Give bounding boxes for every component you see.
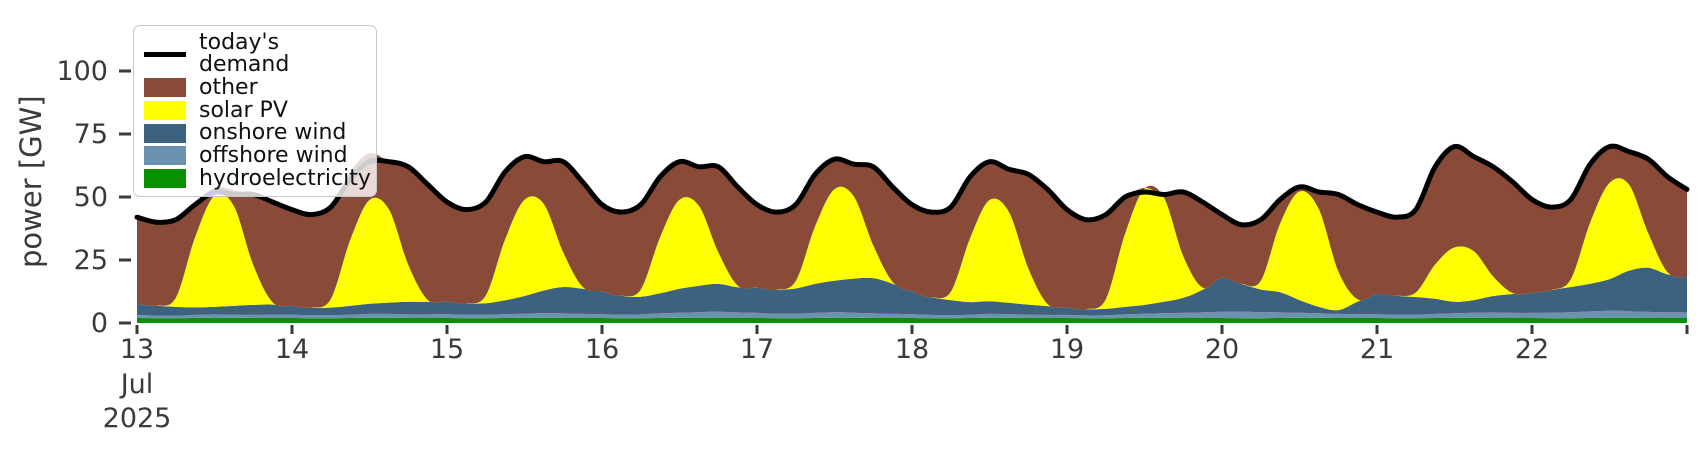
y-axis-label: power [GW] [14,95,48,268]
x-tick-label: 22 [1515,334,1549,365]
legend-label: onshore wind [199,120,347,146]
area-offshore-wind [137,310,1687,319]
other-swatch-icon [144,78,186,98]
y-tick-label: 0 [91,308,108,339]
legend-item-offshore-wind: offshore wind [144,142,366,168]
hydroelectricity-swatch-icon [144,169,186,189]
legend: today's demand other solar PV onshore wi… [133,25,377,197]
offshore-wind-swatch-icon [144,146,186,166]
x-year-label: 2025 [103,403,172,434]
x-tick-label: 13 [120,334,154,365]
legend-label: solar PV [199,97,288,123]
x-tick-label: 14 [275,334,309,365]
x-tick-label: 16 [585,334,619,365]
x-tick-label: 18 [895,334,929,365]
x-tick-label: 20 [1205,334,1239,365]
legend-label: today's demand [199,30,290,78]
legend-item-onshore-wind: onshore wind [144,122,366,144]
area-onshore-wind [137,267,1687,316]
solar-pv-swatch-icon [144,101,186,121]
demand-line [134,143,1690,228]
legend-item-solar-pv: solar PV [144,97,366,123]
y-tick-label: 50 [74,182,108,213]
x-tick-label: 19 [1050,334,1084,365]
legend-item-todays-demand: today's demand [144,32,366,76]
legend-label: other [199,74,258,100]
legend-item-other: other [144,74,366,100]
x-tick-label: 15 [430,334,464,365]
legend-label: offshore wind [199,142,348,168]
y-tick-label: 75 [74,119,108,150]
legend-label: hydroelectricity [199,165,371,191]
area-hydroelectricity [137,317,1687,323]
x-tick-label: 21 [1360,334,1394,365]
area-solar-PV [137,178,1687,311]
legend-item-hydroelectricity: hydroelectricity [144,167,371,190]
x-tick-label: 17 [740,334,774,365]
y-tick-label: 100 [56,56,108,87]
x-month-label: Jul [119,369,154,400]
y-tick-label: 25 [74,245,108,276]
demand-line-swatch-icon [144,51,186,57]
onshore-wind-swatch-icon [144,123,186,143]
